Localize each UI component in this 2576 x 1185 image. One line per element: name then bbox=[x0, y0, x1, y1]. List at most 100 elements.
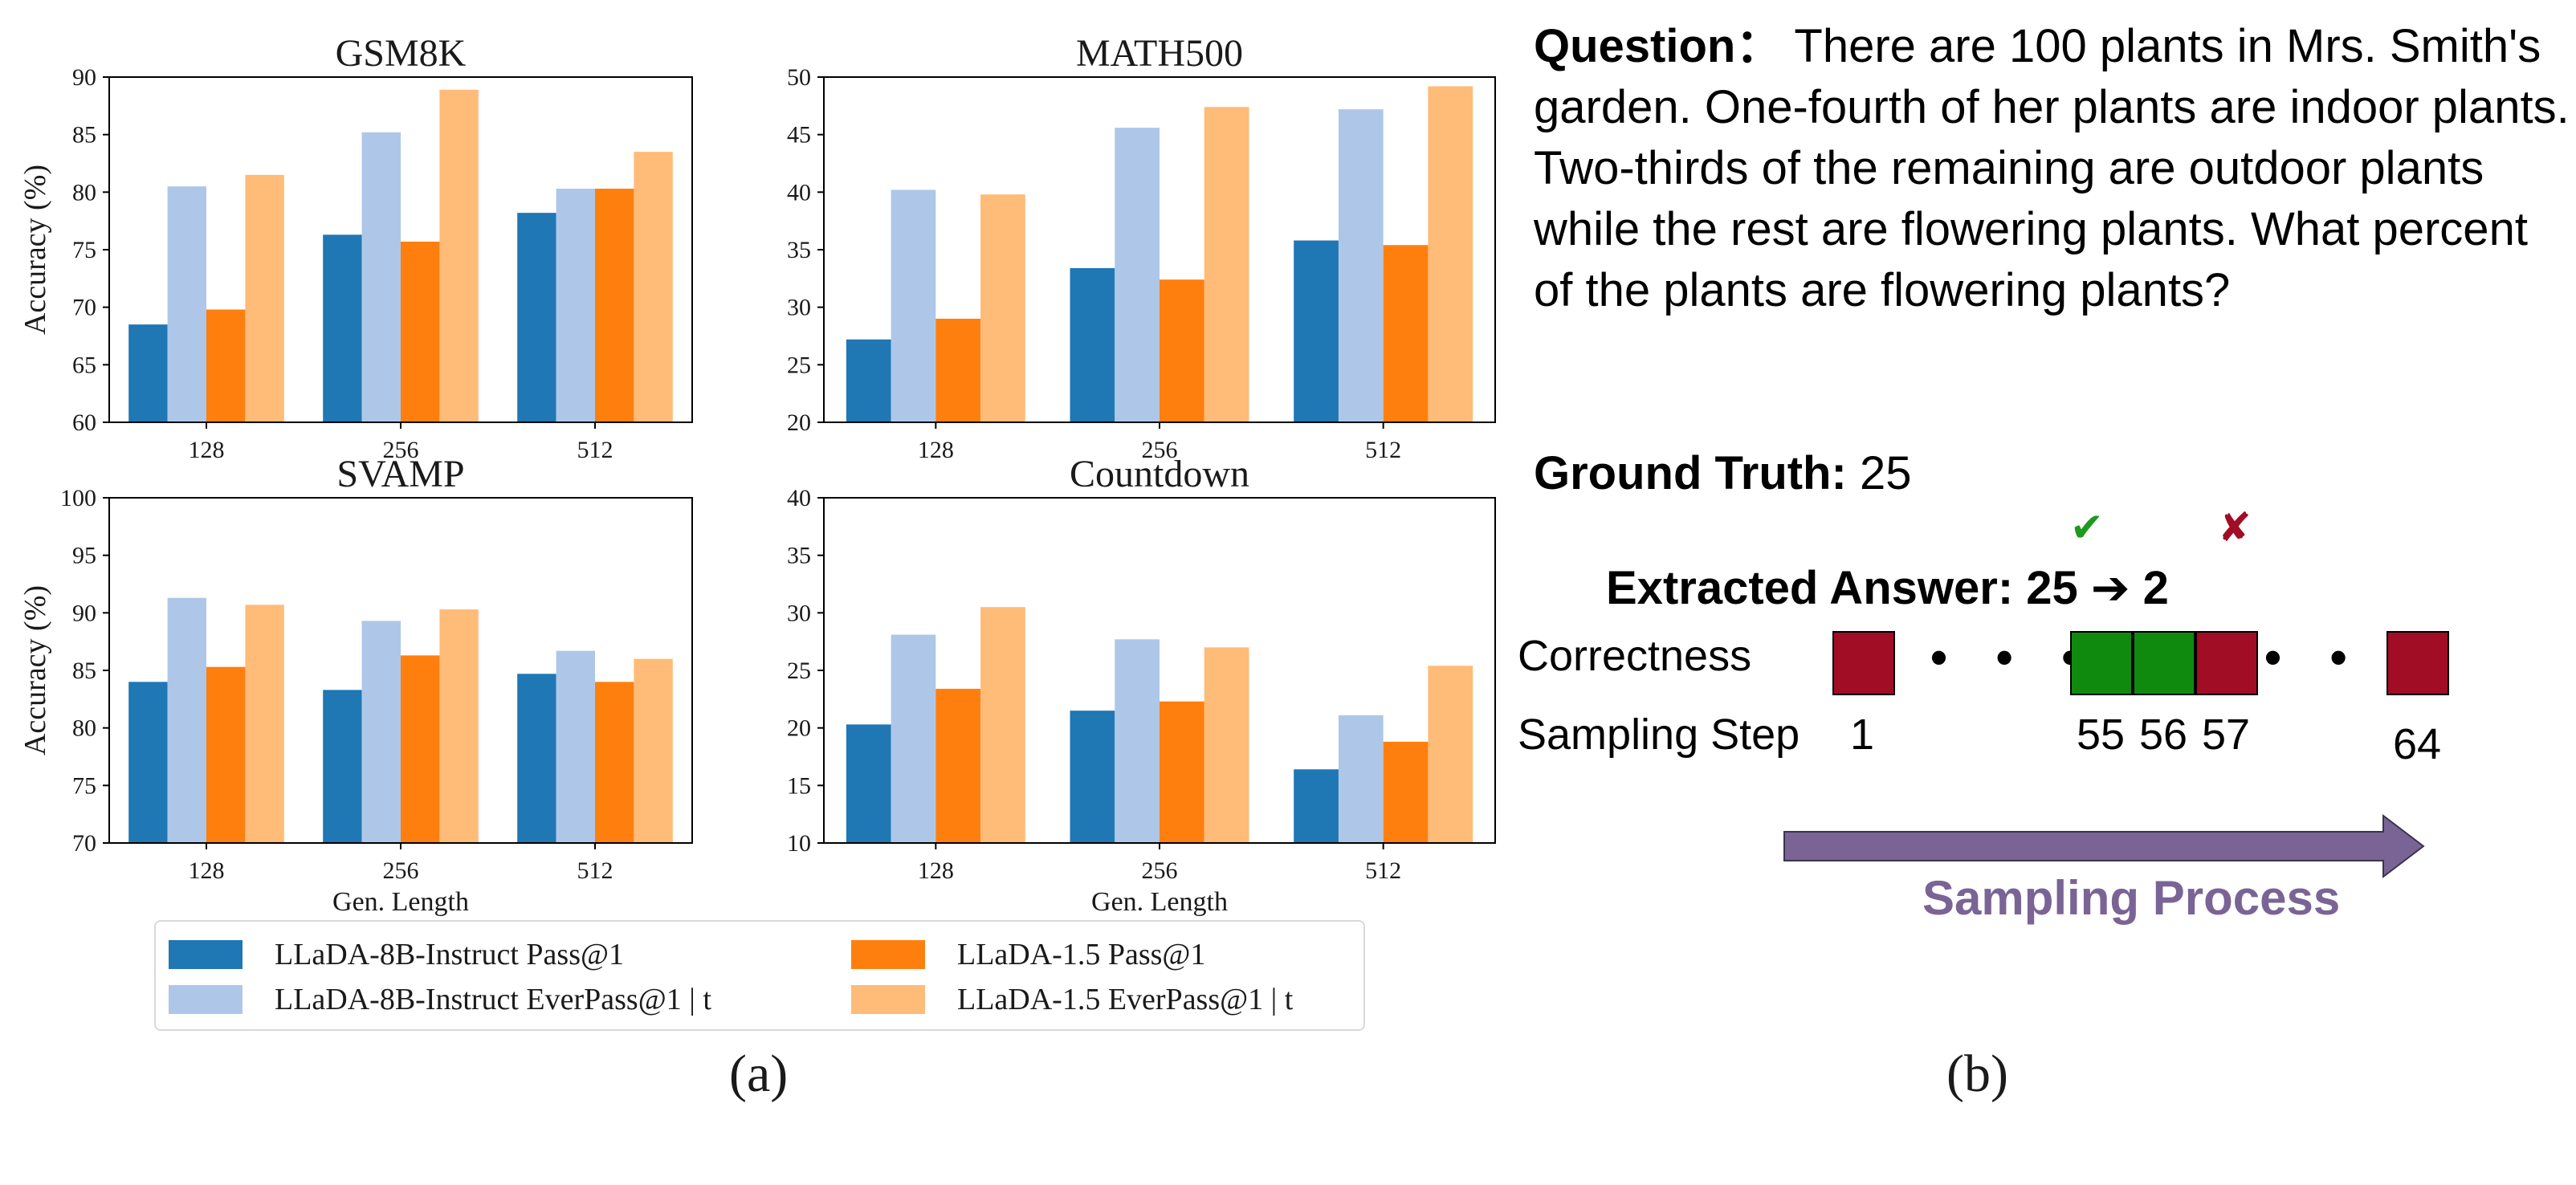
y-tick-label: 20 bbox=[787, 715, 811, 742]
bar-math500-128-llada-8b-pass bbox=[846, 339, 891, 422]
extracted-label: Extracted Answer: bbox=[1606, 562, 2014, 614]
x-tick-label: 256 bbox=[1142, 857, 1178, 884]
bar-gsm8k-256-llada-8b-pass bbox=[323, 234, 362, 422]
bar-math500-256-llada-8b-pass bbox=[1070, 267, 1115, 422]
sampling-process-arrow-icon bbox=[1783, 813, 2425, 879]
x-tick-label: 128 bbox=[918, 857, 954, 884]
y-tick-label: 40 bbox=[787, 485, 811, 511]
bar-gsm8k-512-llada-8b-pass bbox=[517, 213, 556, 422]
bar-math500-512-llada-8b-pass bbox=[1294, 240, 1339, 422]
bar-gsm8k-256-llada-8b-everpass bbox=[361, 132, 401, 423]
question-block: Question： There are 100 plants in Mrs. S… bbox=[1534, 16, 2570, 321]
bar-svamp-256-llada-15-pass bbox=[401, 655, 440, 843]
bar-countdown-512-llada-8b-pass bbox=[1294, 769, 1339, 843]
sampling-process-label: Sampling Process bbox=[1922, 871, 2341, 925]
y-tick-label: 30 bbox=[787, 600, 811, 626]
x-tick-label: 512 bbox=[1365, 857, 1401, 884]
y-tick-label: 35 bbox=[787, 237, 811, 263]
y-tick-label: 20 bbox=[787, 409, 811, 436]
bar-gsm8k-512-llada-8b-everpass bbox=[556, 189, 595, 423]
x-tick-label: 256 bbox=[383, 857, 419, 884]
correctness-cell-step-56 bbox=[2133, 631, 2195, 695]
bar-countdown-128-llada-8b-everpass bbox=[891, 634, 936, 843]
check-icon: ✔ bbox=[2070, 505, 2104, 550]
y-tick-label: 40 bbox=[787, 179, 811, 206]
y-tick-label: 50 bbox=[787, 64, 811, 91]
correctness-cell-step-55 bbox=[2070, 631, 2133, 695]
y-tick-label: 75 bbox=[72, 237, 96, 263]
legend-swatch-llada-8b-pass bbox=[169, 940, 243, 969]
bar-countdown-128-llada-15-everpass bbox=[980, 607, 1025, 843]
y-tick-label: 85 bbox=[72, 122, 96, 149]
question-text: There are 100 plants in Mrs. Smith's gar… bbox=[1534, 20, 2570, 316]
y-tick-label: 100 bbox=[60, 485, 96, 511]
sampling-step-label: Sampling Step bbox=[1518, 711, 1800, 759]
y-tick-label: 85 bbox=[72, 658, 96, 684]
bar-math500-512-llada-15-everpass bbox=[1428, 86, 1473, 422]
extracted-first-value: 25 bbox=[2026, 562, 2078, 614]
x-tick-label: 128 bbox=[189, 857, 225, 884]
bar-svamp-256-llada-15-everpass bbox=[439, 609, 479, 843]
chart-title-gsm8k: GSM8K bbox=[336, 32, 467, 75]
panel-label-b: (b) bbox=[1946, 1045, 2008, 1103]
bar-countdown-128-llada-15-pass bbox=[935, 688, 981, 843]
chart-frame-countdown bbox=[823, 497, 1496, 844]
bar-svamp-128-llada-15-pass bbox=[206, 666, 246, 843]
bar-gsm8k-128-llada-15-everpass bbox=[245, 174, 284, 423]
x-tick-label: 512 bbox=[577, 437, 613, 463]
x-tick-label: 512 bbox=[577, 857, 613, 884]
y-tick-label: 30 bbox=[787, 295, 811, 321]
bar-gsm8k-256-llada-15-pass bbox=[401, 241, 440, 422]
y-tick-label: 25 bbox=[787, 658, 811, 684]
chart-frame-gsm8k bbox=[108, 76, 693, 423]
bar-countdown-256-llada-8b-pass bbox=[1070, 711, 1115, 843]
chart-grid: 128 256 512 60 65 70 75 80 85 90 GSM8K Accuracy (%)… bbox=[18, 32, 1496, 917]
bar-svamp-512-llada-8b-everpass bbox=[556, 650, 595, 843]
bar-math500-512-llada-15-pass bbox=[1383, 245, 1429, 422]
bar-svamp-512-llada-15-everpass bbox=[634, 658, 673, 843]
bar-gsm8k-128-llada-8b-pass bbox=[128, 324, 168, 422]
x-tick-label: 128 bbox=[918, 437, 954, 463]
y-tick-label: 35 bbox=[787, 543, 811, 569]
bar-math500-128-llada-15-everpass bbox=[980, 194, 1025, 422]
bar-svamp-512-llada-15-pass bbox=[595, 682, 634, 843]
bar-countdown-512-llada-8b-everpass bbox=[1338, 715, 1384, 843]
correctness-cell-step-1 bbox=[1832, 631, 1895, 695]
right-arrow-icon: ➔ bbox=[2090, 562, 2130, 614]
x-tick-label: 128 bbox=[189, 437, 225, 463]
bar-svamp-128-llada-15-everpass bbox=[245, 605, 284, 843]
ground-truth: Ground Truth: 25 bbox=[1534, 446, 1911, 500]
bar-math500-512-llada-8b-everpass bbox=[1338, 109, 1384, 422]
x-axis-label: Gen. Length bbox=[1091, 887, 1228, 917]
legend-item-llada-15-everpass: LLaDA-1.5 EverPass@1 | t bbox=[851, 979, 1293, 1020]
legend-swatch-llada-15-pass bbox=[851, 940, 925, 969]
chart-frame-math500 bbox=[823, 76, 1496, 423]
legend-label: LLaDA-8B-Instruct EverPass@1 | t bbox=[275, 983, 711, 1016]
legend-label: LLaDA-1.5 Pass@1 bbox=[957, 938, 1206, 971]
legend-label: LLaDA-1.5 EverPass@1 | t bbox=[957, 983, 1294, 1016]
bar-math500-128-llada-8b-everpass bbox=[891, 189, 936, 422]
x-axis-label: Gen. Length bbox=[332, 887, 469, 917]
chart-title-svamp: SVAMP bbox=[336, 453, 464, 495]
y-tick-label: 25 bbox=[787, 352, 811, 378]
y-tick-label: 90 bbox=[72, 600, 96, 626]
step-number: 55 bbox=[2077, 711, 2126, 759]
legend-label: LLaDA-8B-Instruct Pass@1 bbox=[275, 938, 624, 971]
bar-countdown-256-llada-15-everpass bbox=[1204, 647, 1249, 843]
x-tick-label: 256 bbox=[383, 437, 419, 463]
ground-truth-label: Ground Truth: bbox=[1534, 447, 1847, 499]
bar-gsm8k-256-llada-15-everpass bbox=[439, 89, 479, 423]
bar-svamp-128-llada-8b-pass bbox=[128, 682, 168, 843]
legend-swatch-llada-15-everpass bbox=[851, 985, 925, 1014]
step-number: 64 bbox=[2393, 720, 2442, 768]
bar-math500-128-llada-15-pass bbox=[935, 319, 981, 422]
y-tick-label: 60 bbox=[72, 409, 96, 436]
bar-svamp-512-llada-8b-pass bbox=[517, 674, 556, 843]
bar-gsm8k-128-llada-8b-everpass bbox=[167, 186, 206, 422]
correctness-label: Correctness bbox=[1518, 632, 1752, 680]
bar-gsm8k-128-llada-15-pass bbox=[206, 309, 246, 422]
bar-countdown-512-llada-15-pass bbox=[1383, 741, 1429, 843]
bar-gsm8k-512-llada-15-everpass bbox=[634, 152, 673, 422]
y-axis-label: Accuracy (%) bbox=[18, 165, 52, 335]
y-tick-label: 80 bbox=[72, 715, 96, 742]
